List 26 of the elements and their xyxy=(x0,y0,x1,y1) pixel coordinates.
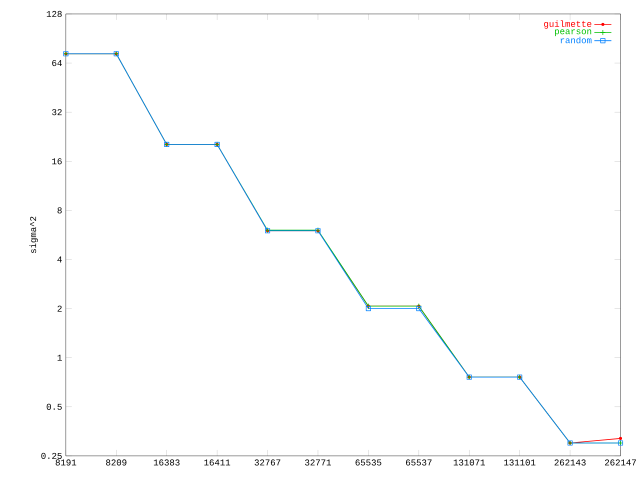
y-tick-label: 16 xyxy=(52,158,62,164)
x-tick-label: 16383 xyxy=(154,460,180,466)
legend-label: pearson xyxy=(555,29,592,36)
y-tick-label: 32 xyxy=(52,109,62,116)
x-tick-label: 32767 xyxy=(254,460,280,466)
y-tick-label: 128 xyxy=(46,10,62,18)
x-tick-label: 16411 xyxy=(204,460,230,466)
legend-label: random xyxy=(560,36,592,44)
y-tick-label: 1 xyxy=(58,354,62,361)
y-tick-label: 4 xyxy=(57,256,62,263)
x-tick-label: 131101 xyxy=(504,460,536,466)
x-tick-label: 32771 xyxy=(305,460,332,466)
y-tick-label: 64 xyxy=(52,60,62,66)
x-tick-label: 131071 xyxy=(454,460,485,466)
legend-label: guilmette xyxy=(544,20,592,29)
y-tick-label: 2 xyxy=(58,306,62,312)
x-tick-label: 262143 xyxy=(554,460,586,466)
x-tick-label: 262147 xyxy=(604,460,636,466)
y-tick-label: 0.25 xyxy=(41,452,62,460)
x-tick-label: 8209 xyxy=(106,460,126,466)
x-tick-label: 65535 xyxy=(356,460,382,466)
x-tick-label: 8191 xyxy=(56,460,76,466)
y-tick-label: 0.5 xyxy=(46,404,62,410)
y-tick-label: 8 xyxy=(58,207,62,214)
y-axis-title: sigma^2 xyxy=(30,216,38,254)
x-tick-label: 65537 xyxy=(406,460,432,466)
